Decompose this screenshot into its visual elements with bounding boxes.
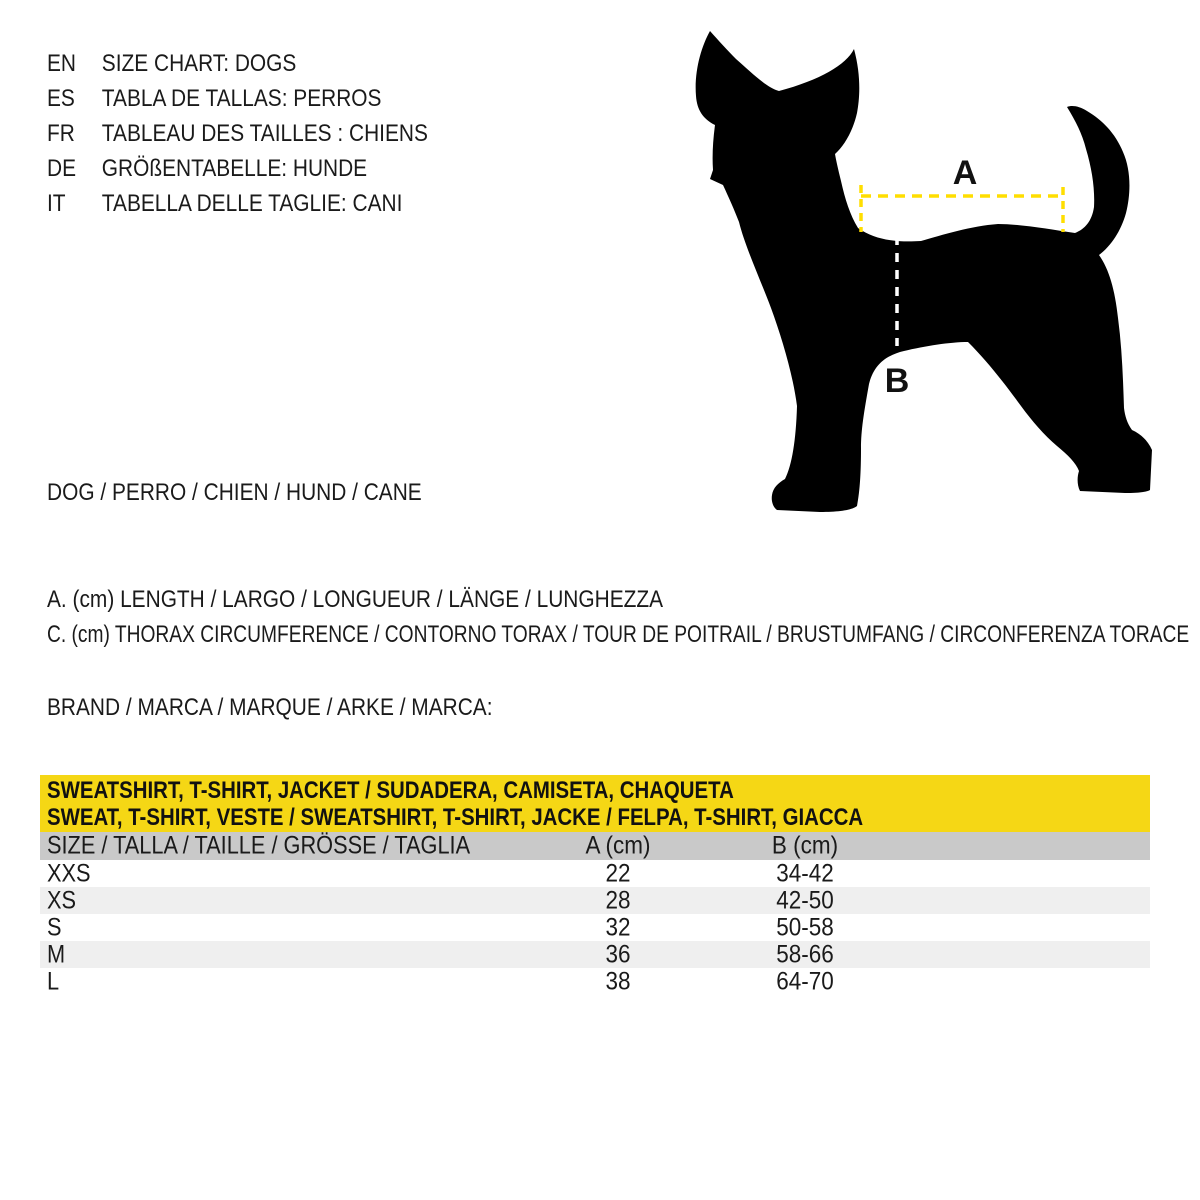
b-cell: 50-58 (776, 913, 834, 941)
column-header-a: A (cm) (585, 831, 651, 860)
dog-silhouette (695, 31, 1152, 512)
garment-type-line-1: SWEATSHIRT, T-SHIRT, JACKET / SUDADERA, … (47, 777, 734, 804)
language-title-row: IT TABELLA DELLE TAGLIE: CANI (47, 186, 428, 221)
language-title-row: EN SIZE CHART: DOGS (47, 46, 428, 81)
size-table: SIZE / TALLA / TAILLE / GRÖSSE / TAGLIA … (40, 832, 1150, 995)
a-cell: 32 (605, 913, 631, 941)
language-code: IT (47, 189, 66, 217)
a-cell: 22 (605, 859, 631, 887)
measure-b-label: B (885, 362, 910, 400)
b-cell: 58-66 (776, 940, 834, 968)
table-row: S 32 50-58 (40, 913, 1150, 941)
b-cell: 34-42 (776, 859, 834, 887)
a-cell: 28 (605, 886, 631, 914)
column-header-b: B (cm) (771, 831, 839, 860)
language-code: EN (47, 49, 77, 77)
language-title-row: ES TABLA DE TALLAS: PERROS (47, 81, 428, 116)
dog-measurement-diagram: A B (695, 31, 1152, 512)
size-cell: XXS (47, 859, 91, 887)
language-title: TABELLA DELLE TAGLIE: CANI (101, 189, 403, 217)
garment-type-line-2: SWEAT, T-SHIRT, VESTE / SWEATSHIRT, T-SH… (47, 804, 864, 831)
language-title: GRÖßENTABELLE: HUNDE (101, 154, 368, 182)
garment-type-banner: SWEATSHIRT, T-SHIRT, JACKET / SUDADERA, … (40, 775, 1150, 832)
size-table-header: SIZE / TALLA / TAILLE / GRÖSSE / TAGLIA … (40, 832, 1150, 860)
language-title: TABLA DE TALLAS: PERROS (101, 84, 382, 112)
table-row: M 36 58-66 (40, 940, 1150, 968)
column-header-size: SIZE / TALLA / TAILLE / GRÖSSE / TAGLIA (47, 831, 471, 860)
table-row: XS 28 42-50 (40, 886, 1150, 914)
language-code: ES (47, 84, 75, 112)
table-row: L 38 64-70 (40, 967, 1150, 995)
language-code: FR (47, 119, 75, 147)
size-cell: XS (47, 886, 77, 914)
table-row: XXS 22 34-42 (40, 859, 1150, 887)
measure-a-label: A (953, 154, 978, 192)
size-cell: L (47, 967, 60, 995)
size-cell: M (47, 940, 66, 968)
animal-label: DOG / PERRO / CHIEN / HUND / CANE (47, 479, 422, 506)
a-cell: 36 (605, 940, 631, 968)
b-cell: 64-70 (776, 967, 834, 995)
b-cell: 42-50 (776, 886, 834, 914)
language-title-list: EN SIZE CHART: DOGS ES TABLA DE TALLAS: … (47, 46, 485, 221)
a-cell: 38 (605, 967, 631, 995)
language-title: SIZE CHART: DOGS (101, 49, 297, 77)
size-cell: S (47, 913, 62, 941)
language-title-row: FR TABLEAU DES TAILLES : CHIENS (47, 116, 428, 151)
brand-label: BRAND / MARCA / MARQUE / ARKE / MARCA: (47, 694, 493, 721)
language-code: DE (47, 154, 77, 182)
language-title: TABLEAU DES TAILLES : CHIENS (101, 119, 428, 147)
measure-c-legend: C. (cm) THORAX CIRCUMFERENCE / CONTORNO … (47, 621, 1190, 648)
measure-a-legend: A. (cm) LENGTH / LARGO / LONGUEUR / LÄNG… (47, 586, 664, 613)
language-title-row: DE GRÖßENTABELLE: HUNDE (47, 151, 428, 186)
